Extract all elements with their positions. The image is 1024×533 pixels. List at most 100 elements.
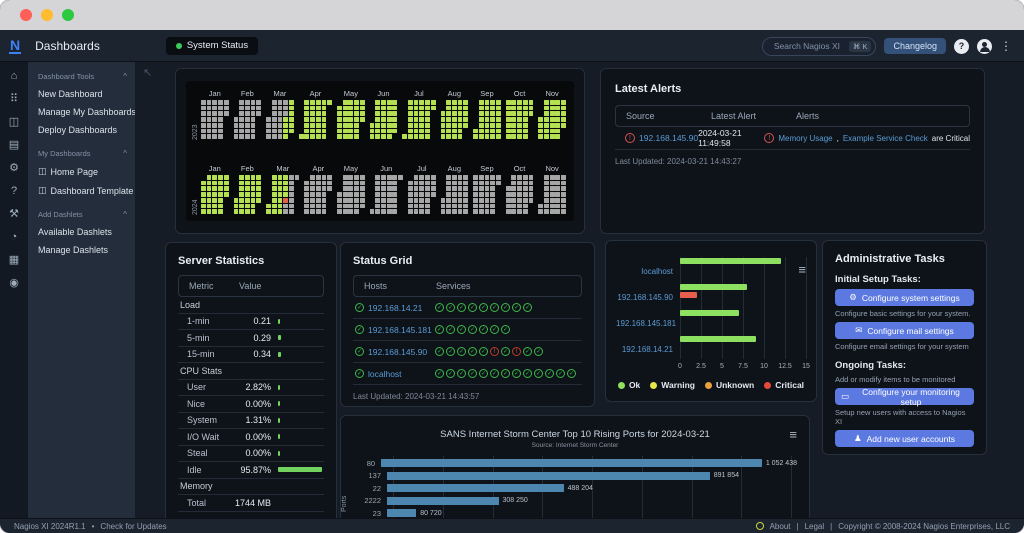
service-ok-icon[interactable]: ✓ [490, 303, 499, 312]
expand-arrow-icon[interactable]: ↖ [143, 67, 153, 79]
about-link[interactable]: About [769, 521, 791, 531]
hosts-chart-category-192-168-14-21[interactable]: 192.168.14.21 [621, 345, 673, 354]
service-ok-icon[interactable]: ✓ [457, 347, 466, 356]
home-icon[interactable]: ⌂ [10, 70, 18, 82]
service-ok-icon[interactable]: ✓ [501, 303, 510, 312]
sidebar-item-manage-my-dashboards[interactable]: Manage My Dashboards [38, 103, 136, 121]
sidebar-item-available-dashlets[interactable]: Available Dashlets [38, 223, 127, 241]
sidebar-section-header[interactable]: Dashboard Tools ^ [38, 72, 127, 81]
service-ok-icon[interactable]: ✓ [435, 325, 444, 334]
host-link-192-168-145-90[interactable]: 192.168.145.90 [368, 346, 428, 357]
search-container[interactable]: ⌘ K [761, 36, 877, 56]
help-icon[interactable]: ? [954, 38, 969, 54]
service-ok-icon[interactable]: ✓ [479, 369, 488, 378]
sidebar-item-manage-dashlets[interactable]: Manage Dashlets [38, 241, 127, 259]
service-ok-icon[interactable]: ✓ [468, 325, 477, 334]
dashboards-icon[interactable]: ◫ [8, 116, 20, 128]
host-link-localhost[interactable]: localhost [368, 368, 402, 379]
zoom-button[interactable] [62, 9, 74, 21]
service-ok-icon[interactable]: ✓ [468, 303, 477, 312]
service-ok-icon[interactable]: ✓ [523, 347, 532, 356]
service-ok-icon[interactable]: ✓ [501, 325, 510, 334]
service-ok-icon[interactable]: ✓ [567, 369, 576, 378]
service-critical-icon[interactable]: ! [512, 347, 521, 356]
service-ok-icon[interactable]: ✓ [490, 325, 499, 334]
service-ok-icon[interactable]: ✓ [435, 369, 444, 378]
service-ok-icon[interactable]: ✓ [512, 369, 521, 378]
service-ok-icon[interactable]: ✓ [446, 303, 455, 312]
service-ok-icon[interactable]: ✓ [512, 303, 521, 312]
account-icon[interactable]: ◉ [9, 277, 19, 289]
service-ok-icon[interactable]: ✓ [534, 347, 543, 356]
search-input[interactable] [771, 40, 844, 52]
check-updates-link[interactable]: Check for Updates [100, 521, 167, 531]
legal-link[interactable]: Legal [804, 521, 825, 531]
service-ok-icon[interactable]: ✓ [468, 347, 477, 356]
legend-item-critical[interactable]: Critical [764, 380, 804, 390]
kebab-menu-icon[interactable]: ⋮ [1000, 39, 1012, 53]
enterprise-icon[interactable]: ▦ [8, 254, 20, 266]
sidebar-item-deploy-dashboards[interactable]: Deploy Dashboards [38, 121, 127, 139]
chart-menu-icon[interactable]: ≡ [798, 262, 806, 277]
user-avatar-icon[interactable] [977, 38, 992, 54]
service-ok-icon[interactable]: ✓ [446, 347, 455, 356]
add-new-user-accounts-button[interactable]: ♟ Add new user accounts [835, 430, 974, 447]
chevron-up-icon[interactable]: ^ [123, 149, 127, 158]
chart-menu-icon[interactable]: ≡ [789, 427, 797, 442]
configure-your-monitoring-setup-button[interactable]: ▭ Configure your monitoring setup [835, 387, 974, 407]
tab-system-status[interactable]: System Status [165, 36, 259, 55]
core-config-icon[interactable]: ◔ [10, 231, 18, 243]
sidebar-section-header[interactable]: My Dashboards ^ [38, 149, 127, 158]
window-titlebar[interactable] [0, 0, 1024, 30]
service-ok-icon[interactable]: ✓ [468, 369, 477, 378]
configure-mail-settings-button[interactable]: ✉ Configure mail settings [835, 322, 974, 339]
service-ok-icon[interactable]: ✓ [501, 369, 510, 378]
service-ok-icon[interactable]: ✓ [435, 303, 444, 312]
service-ok-icon[interactable]: ✓ [501, 347, 510, 356]
sidebar-item-dashboard-template[interactable]: ◫ Dashboard Template [38, 181, 133, 200]
legend-item-unknown[interactable]: Unknown [704, 380, 754, 390]
service-ok-icon[interactable]: ✓ [446, 325, 455, 334]
service-ok-icon[interactable]: ✓ [479, 325, 488, 334]
settings-icon[interactable]: ⚙ [9, 162, 19, 174]
hosts-chart-category-localhost[interactable]: localhost [641, 267, 673, 276]
changelog-button[interactable]: Changelog [884, 38, 946, 54]
host-link-192-168-145-181[interactable]: 192.168.145.181 [368, 324, 432, 335]
close-button[interactable] [20, 9, 32, 21]
sidebar-item-home-page[interactable]: ◫ Home Page [38, 162, 127, 181]
service-ok-icon[interactable]: ✓ [457, 369, 466, 378]
alert-service-link[interactable]: Memory Usage [778, 133, 833, 143]
legend-item-ok[interactable]: Ok [617, 380, 640, 390]
sidebar-item-new-dashboard[interactable]: New Dashboard [38, 85, 127, 103]
legend-item-warning[interactable]: Warning [650, 380, 695, 390]
heatmap-day-cell [381, 180, 386, 186]
alert-source-link[interactable]: 192.168.145.90 [639, 133, 699, 143]
alert-service-link[interactable]: Example Service Check [842, 133, 928, 143]
service-ok-icon[interactable]: ✓ [479, 303, 488, 312]
help-icon[interactable]: ? [10, 185, 18, 197]
hosts-chart-category-192-168-145-181[interactable]: 192.168.145.181 [616, 319, 677, 328]
sidebar-section-header[interactable]: Add Dashlets ^ [38, 210, 127, 219]
tools-icon[interactable]: ⚒ [9, 208, 19, 220]
service-ok-icon[interactable]: ✓ [534, 369, 543, 378]
service-ok-icon[interactable]: ✓ [545, 369, 554, 378]
chevron-up-icon[interactable]: ^ [123, 210, 127, 219]
service-ok-icon[interactable]: ✓ [457, 303, 466, 312]
service-critical-icon[interactable]: ! [490, 347, 499, 356]
service-ok-icon[interactable]: ✓ [490, 369, 499, 378]
service-ok-icon[interactable]: ✓ [457, 325, 466, 334]
configure-system-settings-button[interactable]: ⚙ Configure system settings [835, 289, 974, 306]
apps-icon[interactable]: ⠿ [9, 93, 19, 105]
host-link-192-168-14-21[interactable]: 192.168.14.21 [368, 302, 423, 313]
service-ok-icon[interactable]: ✓ [446, 369, 455, 378]
chevron-up-icon[interactable]: ^ [123, 72, 127, 81]
service-ok-icon[interactable]: ✓ [523, 303, 532, 312]
minimize-button[interactable] [41, 9, 53, 21]
service-ok-icon[interactable]: ✓ [435, 347, 444, 356]
service-ok-icon[interactable]: ✓ [556, 369, 565, 378]
reports-icon[interactable]: ▤ [8, 139, 20, 151]
hosts-chart-category-192-168-145-90[interactable]: 192.168.145.90 [617, 293, 673, 302]
nagios-logo[interactable]: N [9, 36, 22, 54]
service-ok-icon[interactable]: ✓ [523, 369, 532, 378]
service-ok-icon[interactable]: ✓ [479, 347, 488, 356]
